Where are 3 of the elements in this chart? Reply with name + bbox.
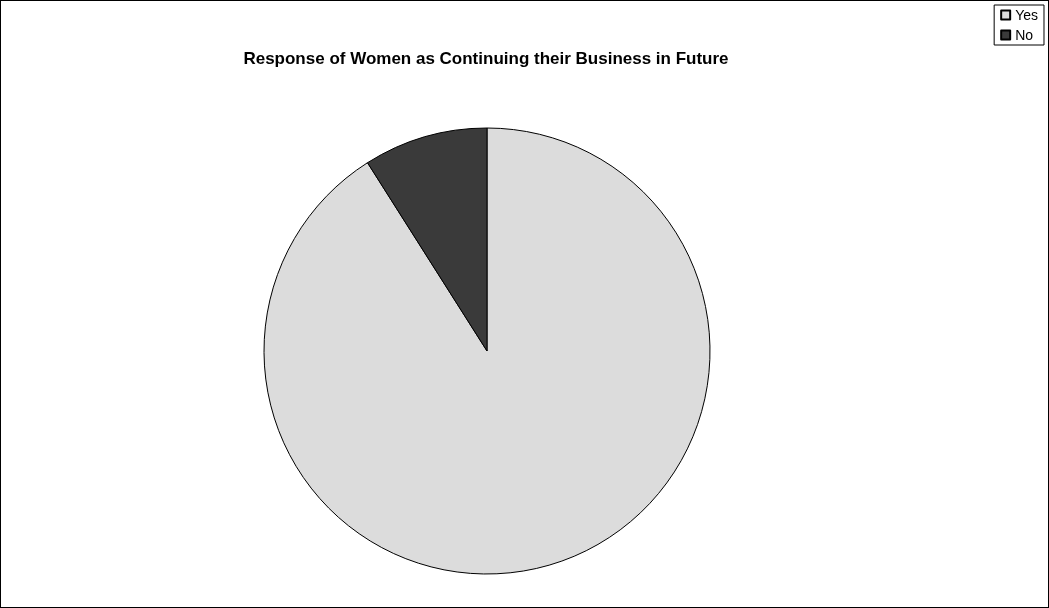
legend-label: Yes bbox=[1015, 7, 1038, 23]
text: Response of Women as Continuing their Business in Future bbox=[243, 49, 729, 68]
legend-label: No bbox=[1015, 27, 1034, 43]
